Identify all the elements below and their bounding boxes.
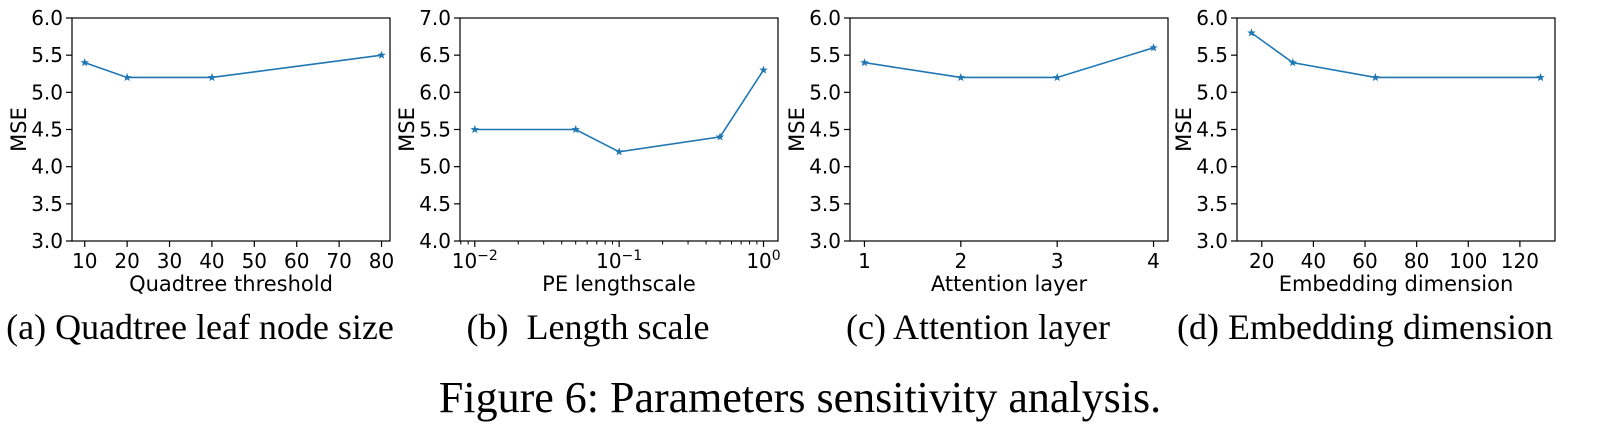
y-tick-label: 3.5	[809, 192, 841, 216]
y-tick-label: 5.5	[1196, 43, 1228, 67]
y-tick-label: 5.0	[419, 155, 451, 179]
y-tick-label: 5.0	[1196, 80, 1228, 104]
x-tick-label: 10−2	[452, 248, 498, 273]
y-tick-label: 7.0	[419, 6, 451, 30]
x-axis-label: PE lengthscale	[542, 272, 696, 296]
y-tick-label: 6.0	[1196, 6, 1228, 30]
y-tick-label: 3.0	[31, 229, 63, 253]
series-line	[474, 69, 765, 153]
y-tick-label: 3.5	[1196, 192, 1228, 216]
x-tick-label: 10	[72, 249, 97, 273]
y-tick-label: 4.0	[809, 155, 841, 179]
data-point	[207, 73, 217, 82]
chart-panel-2: 3.0 3.5 4.0 4.5 5.0 5.5 6.0 1 2 3 4 Attention layer…	[785, 6, 1169, 347]
data-point	[1371, 73, 1380, 82]
y-tick-label: 5.0	[31, 80, 63, 104]
x-tick-label: 10−1	[596, 248, 642, 273]
y-tick-label: 5.0	[809, 80, 841, 104]
data-point	[122, 73, 132, 82]
data-point	[1288, 58, 1298, 67]
data-point	[614, 147, 624, 156]
subfigure-caption: (a) Quadtree leaf node size	[6, 307, 394, 347]
y-tick-label: 6.0	[809, 6, 841, 30]
chart-panel-1: 4.0 4.5 5.0 5.5 6.0 6.5 7.0 10−2 10−1 100 PE lengt…	[395, 6, 781, 347]
x-tick-label: 20	[1249, 249, 1274, 273]
y-tick-label: 5.5	[809, 43, 841, 67]
x-axis-label: Quadtree threshold	[129, 272, 333, 296]
chart-panel-3: 3.0 3.5 4.0 4.5 5.0 5.5 6.0 20 40 60 80 100 120Embed…	[1172, 6, 1556, 347]
y-tick-label: 3.0	[809, 229, 841, 253]
x-tick-label: 40	[1301, 249, 1326, 273]
y-tick-label: 4.0	[1196, 155, 1228, 179]
series-line	[84, 54, 382, 79]
x-tick-label: 120	[1501, 249, 1539, 273]
y-tick-label: 4.5	[419, 192, 451, 216]
y-tick-label: 4.5	[1196, 118, 1228, 142]
series-line	[864, 46, 1154, 79]
plot-frame	[1236, 17, 1556, 242]
y-tick-label: 6.0	[31, 6, 63, 30]
data-point	[1536, 73, 1545, 82]
y-tick-label: 5.5	[31, 43, 63, 67]
x-tick-label: 100	[1449, 249, 1487, 273]
data-point	[470, 125, 480, 134]
x-tick-label: 3	[1051, 249, 1064, 273]
x-tick-label: 60	[1352, 249, 1377, 273]
data-point	[1149, 43, 1158, 52]
y-tick-label: 4.5	[31, 118, 63, 142]
x-tick-label: 70	[326, 249, 351, 273]
x-tick-label: 40	[199, 249, 224, 273]
chart-panel-0: 3.0 3.5 4.0 4.5 5.0 5.5 6.0 10 20 30 40 50 60 70 80 Qua…	[6, 6, 394, 347]
y-tick-label: 4.0	[31, 155, 63, 179]
y-axis-label: MSE	[7, 107, 31, 152]
y-tick-label: 3.0	[1196, 229, 1228, 253]
y-tick-label: 4.5	[809, 118, 841, 142]
x-tick-label: 80	[369, 249, 394, 273]
series-line	[1250, 32, 1541, 79]
data-point	[1247, 28, 1256, 37]
data-point	[1052, 73, 1062, 82]
data-point	[715, 132, 725, 141]
x-tick-label: 50	[242, 249, 267, 273]
x-tick-label: 2	[954, 249, 967, 273]
x-axis-label: Embedding dimension	[1279, 272, 1514, 296]
y-axis-label: MSE	[395, 107, 419, 152]
x-tick-label: 80	[1404, 249, 1429, 273]
x-tick-label: 100	[746, 248, 780, 273]
x-tick-label: 60	[284, 249, 309, 273]
figure-caption: Figure 6: Parameters sensitivity analysi…	[439, 373, 1161, 422]
y-axis-label: MSE	[785, 107, 809, 152]
subfigure-caption: (d) Embedding dimension	[1177, 307, 1553, 347]
y-tick-label: 4.0	[419, 229, 451, 253]
subfigure-caption: (c) Attention layer	[846, 307, 1110, 347]
y-tick-label: 3.5	[31, 192, 63, 216]
x-tick-label: 20	[114, 249, 139, 273]
plot-frame	[849, 17, 1169, 242]
y-tick-label: 6.5	[419, 43, 451, 67]
y-axis-label: MSE	[1172, 107, 1196, 152]
plot-frame	[71, 17, 391, 242]
data-point	[860, 58, 869, 67]
x-tick-label: 4	[1147, 249, 1160, 273]
y-tick-label: 6.0	[419, 80, 451, 104]
x-tick-label: 30	[157, 249, 182, 273]
data-point	[377, 50, 386, 59]
subfigure-caption: (b) Length scale	[467, 307, 710, 347]
data-point	[80, 58, 89, 67]
x-tick-label: 1	[858, 249, 871, 273]
data-point	[571, 125, 580, 134]
y-tick-label: 5.5	[419, 118, 451, 142]
data-point	[956, 73, 966, 82]
x-axis-label: Attention layer	[931, 272, 1088, 296]
data-point	[759, 65, 768, 74]
